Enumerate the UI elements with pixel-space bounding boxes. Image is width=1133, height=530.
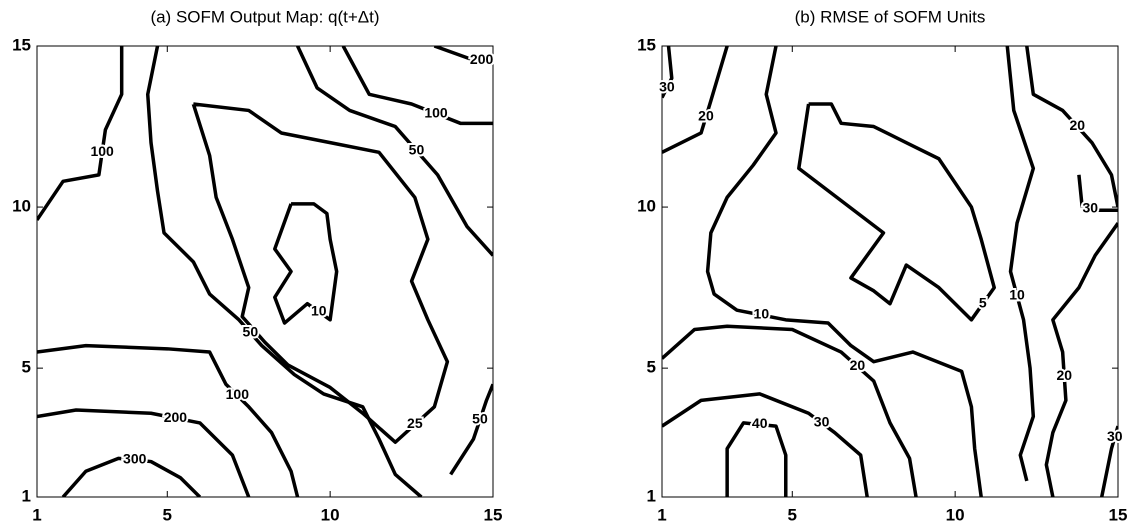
- contour-line: [705, 46, 983, 497]
- contour-line: [295, 46, 493, 257]
- contour-label: 30: [659, 79, 675, 95]
- contour-label: 10: [754, 306, 770, 322]
- contour-label: 10: [1009, 286, 1025, 302]
- y-tick-label: 5: [22, 358, 31, 377]
- x-tick-label: 1: [32, 505, 41, 524]
- contour-label: 30: [1083, 199, 1099, 215]
- contour-line: [662, 46, 729, 154]
- x-tick-label: 10: [321, 505, 340, 524]
- x-tick-label: 5: [788, 505, 797, 524]
- contour-line: [725, 421, 788, 497]
- x-tick-label: 1: [657, 505, 666, 524]
- contour-label: 100: [90, 143, 114, 159]
- contour-label: 5: [979, 294, 987, 310]
- contour-line: [1077, 174, 1118, 213]
- contour-line: [1005, 46, 1036, 482]
- contour-line: [1099, 425, 1118, 497]
- y-tick-label: 15: [637, 35, 656, 54]
- plot-frame: [661, 45, 1119, 498]
- contour-label: 200: [164, 409, 188, 425]
- x-tick-label: 15: [1109, 505, 1128, 524]
- contour-label: 50: [472, 410, 488, 426]
- contour-group: [662, 46, 1118, 497]
- contour-line: [191, 102, 450, 444]
- y-tick-label: 10: [12, 197, 31, 216]
- contour-label: 200: [470, 51, 494, 67]
- contour-label: 30: [814, 414, 830, 430]
- contour-line: [61, 456, 202, 497]
- contour-label: 100: [424, 104, 448, 120]
- contour-label: 300: [123, 451, 147, 467]
- contour-line: [433, 46, 493, 64]
- contour-label: 20: [1056, 367, 1072, 383]
- contour-line: [662, 324, 918, 497]
- contour-line: [145, 46, 423, 497]
- y-tick-label: 5: [647, 358, 656, 377]
- contour-label: 100: [226, 386, 250, 402]
- panel-title: (a) SOFM Output Map: q(t+Δt): [150, 7, 379, 26]
- contour-line: [449, 383, 493, 476]
- y-tick-label: 1: [647, 486, 656, 505]
- contour-label: 40: [752, 415, 768, 431]
- y-tick-label: 10: [637, 197, 656, 216]
- contour-line: [37, 343, 300, 497]
- contour-line: [1025, 46, 1118, 208]
- contour-line: [37, 46, 124, 221]
- x-tick-label: 15: [484, 505, 503, 524]
- contour-label: 30: [1107, 428, 1123, 444]
- contour-line: [1044, 222, 1118, 497]
- contour-label: 20: [1069, 117, 1085, 133]
- contour-line: [341, 46, 493, 126]
- contour-label: 20: [698, 108, 714, 124]
- contour-line: [273, 202, 339, 325]
- contour-label: 50: [243, 323, 259, 339]
- contour-label: 20: [850, 357, 866, 373]
- x-tick-label: 5: [163, 505, 172, 524]
- contour-label: 10: [311, 302, 327, 318]
- contour-line: [662, 392, 869, 497]
- contour-label: 50: [409, 141, 425, 157]
- x-tick-label: 10: [946, 505, 965, 524]
- contour-label: 25: [407, 415, 423, 431]
- panel-title: (b) RMSE of SOFM Units: [795, 7, 986, 26]
- y-tick-label: 15: [12, 35, 31, 54]
- contour-line: [797, 102, 996, 322]
- y-tick-label: 1: [22, 486, 31, 505]
- contour-group: [37, 46, 493, 497]
- contour-line: [37, 408, 251, 497]
- contour-line: [662, 46, 674, 99]
